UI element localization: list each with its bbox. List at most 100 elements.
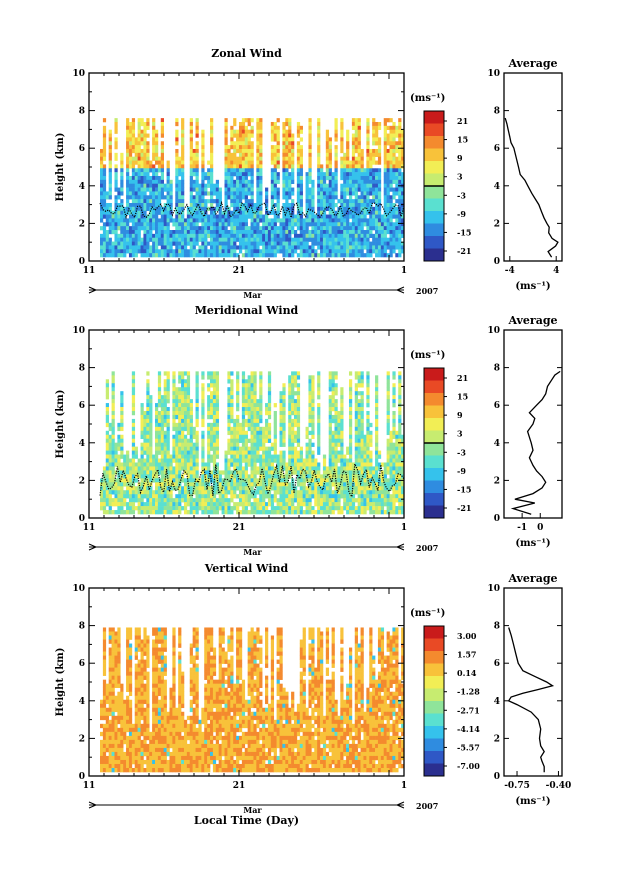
heatmap-cell [114,238,117,242]
heatmap-cell [143,435,146,439]
heatmap-cell [277,486,280,490]
heatmap-cell [311,253,314,257]
heatmap-cell [225,145,228,149]
heatmap-cell [253,466,256,470]
heatmap-cell [210,184,213,188]
heatmap-cell [245,498,248,502]
heatmap-cell [361,226,364,230]
heatmap-cell [193,222,196,226]
heatmap-cell [317,130,320,134]
heatmap-cell [114,230,117,234]
heatmap-cell [181,498,184,502]
heatmap-cell [187,494,190,498]
heatmap-cell [259,427,262,431]
heatmap-cell [178,379,181,383]
heatmap-cell [323,176,326,180]
heatmap-cell [326,184,329,188]
heatmap-cell [253,470,256,474]
heatmap-cell [277,199,280,203]
heatmap-cell [227,443,230,447]
heatmap-cell [268,407,271,411]
heatmap-cell [311,383,314,387]
heatmap-cell [181,180,184,184]
heatmap-cell [390,164,393,168]
heatmap-cell [256,435,259,439]
heatmap-cell [126,238,129,242]
heatmap-cell [187,403,190,407]
heatmap-cell [132,218,135,222]
heatmap-cell [274,191,277,195]
heatmap-cell [303,230,306,234]
heatmap-cell [251,439,254,443]
heatmap-cell [236,238,239,242]
heatmap-cell [352,188,355,192]
heatmap-cell [138,498,141,502]
heatmap-cell [152,203,155,207]
heatmap-cell [372,218,375,222]
heatmap-cell [120,211,123,215]
heatmap-cell [300,191,303,195]
heatmap-cell [181,459,184,463]
heatmap-cell [236,494,239,498]
heatmap-cell [213,455,216,459]
profile-y-tick-label: 0 [494,257,500,267]
heatmap-cell [106,407,109,411]
heatmap-cell [285,490,288,494]
heatmap-cell [239,230,242,234]
heatmap-cell [256,164,259,168]
heatmap-cell [146,502,149,506]
heatmap-cell [320,172,323,176]
heatmap-cell [390,153,393,157]
heatmap-cell [251,226,254,230]
heatmap-cell [143,184,146,188]
heatmap-cell [141,242,144,246]
heatmap-cell [155,234,158,238]
heatmap-cell [392,215,395,219]
heatmap-cell [201,395,204,399]
heatmap-cell [198,191,201,195]
heatmap-cell [175,203,178,207]
heatmap-cell [155,498,158,502]
heatmap-cell [343,238,346,242]
heatmap-cell [282,188,285,192]
heatmap-cell [155,510,158,514]
heatmap-cell [268,427,271,431]
heatmap-cell [392,222,395,226]
heatmap-cell [282,164,285,168]
heatmap-cell [225,459,228,463]
heatmap-cell [141,195,144,199]
heatmap-cell [332,443,335,447]
heatmap-cell [204,238,207,242]
heatmap-cell [332,459,335,463]
heatmap-cell [245,435,248,439]
heatmap-cell [346,249,349,253]
heatmap-cell [167,203,170,207]
heatmap-cell [117,188,120,192]
heatmap-cell [109,249,112,253]
heatmap-cell [161,466,164,470]
heatmap-cell [352,215,355,219]
heatmap-cell [242,474,245,478]
heatmap-cell [141,443,144,447]
heatmap-cell [395,230,398,234]
heatmap-cell [308,153,311,157]
heatmap-cell [190,222,193,226]
heatmap-cell [306,218,309,222]
heatmap-cell [366,134,369,138]
heatmap-cell [242,130,245,134]
heatmap-cell [329,218,332,222]
heatmap-cell [282,218,285,222]
heatmap-cell [282,176,285,180]
heatmap-cell [274,242,277,246]
heatmap-cell [390,238,393,242]
heatmap-cell [143,188,146,192]
heatmap-cell [271,168,274,172]
heatmap-cell [303,502,306,506]
heatmap-cell [288,188,291,192]
heatmap-cell [297,482,300,486]
heatmap-cell [253,207,256,211]
heatmap-cell [280,482,283,486]
heatmap-cell [164,215,167,219]
heatmap-cell [181,199,184,203]
heatmap-cell [117,249,120,253]
